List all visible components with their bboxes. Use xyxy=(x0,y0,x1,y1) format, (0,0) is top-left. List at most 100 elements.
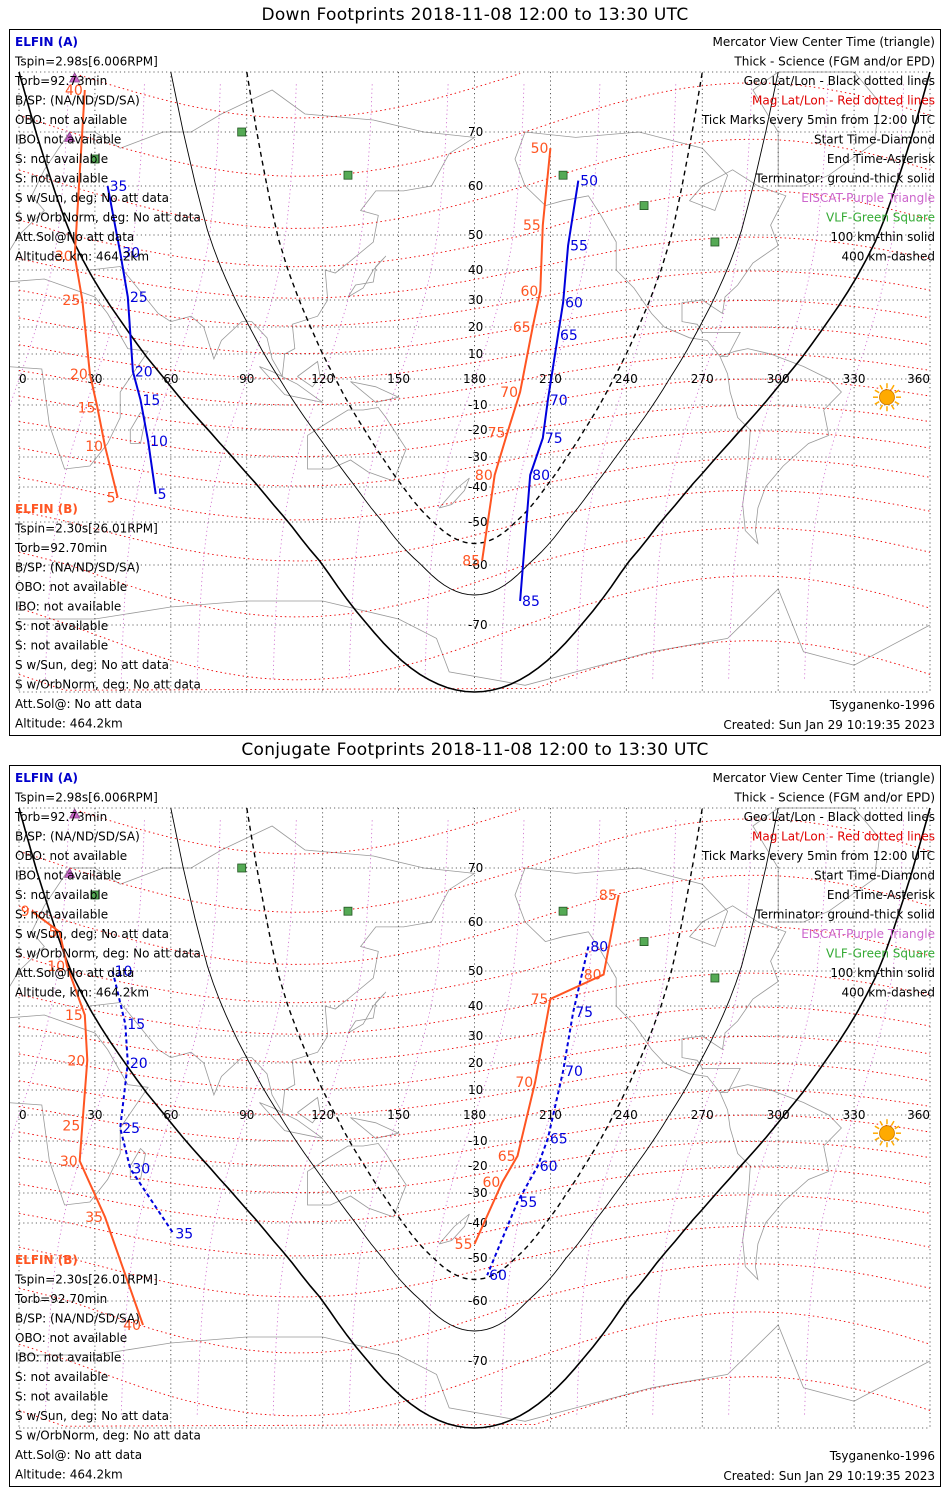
coastline xyxy=(347,255,387,298)
elfin-b-info-line: S w/OrbNorm, deg: No att data xyxy=(15,1429,201,1443)
conjugate-footprints-map[interactable]: 0 30 60 90 120 150 180 210 240 270 300 330 360 70 60 50… xyxy=(9,765,941,1487)
lat-tick-label: 20 xyxy=(468,320,483,334)
conjugate-footprints-title: Conjugate Footprints 2018-11-08 12:00 to… xyxy=(241,740,709,760)
created-timestamp: Created: Sun Jan 29 10:19:35 2023 xyxy=(723,1469,935,1483)
elfin-b-time-label: 40 xyxy=(65,83,83,99)
elfin-b-track xyxy=(473,894,620,1245)
legend-entry: Tick Marks every 5min from 12:00 UTC xyxy=(701,849,935,863)
terminator-400km xyxy=(246,807,703,1281)
elfin-a-time-label: 5 xyxy=(158,487,167,503)
sun-ray xyxy=(874,401,880,405)
eiscat-station-marker xyxy=(63,131,76,142)
elfin-b-time-label: 75 xyxy=(488,426,506,442)
mag-latitude xyxy=(18,1166,931,1223)
elfin-b-time-label: 55 xyxy=(523,218,541,234)
legend-entry: 100 km-thin solid xyxy=(830,230,935,244)
sun-icon xyxy=(872,383,901,412)
elfin-a-info-line: Att.Sol@No att data xyxy=(15,230,134,244)
legend-entry: EISCAT-Purple Triangle xyxy=(801,191,935,205)
legend-entry: Terminator: ground-thick solid xyxy=(754,172,935,186)
terminator-ground xyxy=(18,807,931,1429)
elfin-a-info-line: S: not available xyxy=(15,172,108,186)
coastline xyxy=(19,588,931,686)
elfin-a-track xyxy=(486,946,590,1276)
elfin-b-header: ELFIN (B) xyxy=(15,1253,78,1267)
elfin-a-time-label: 65 xyxy=(560,328,578,344)
elfin-a-header: ELFIN (A) xyxy=(15,771,78,785)
lon-tick-label: 180 xyxy=(463,1108,486,1122)
elfin-a-time-label: 15 xyxy=(127,1017,145,1033)
coastline xyxy=(719,348,842,545)
elfin-b-info-line: Att.Sol@: No att data xyxy=(15,1448,142,1462)
mag-latitude xyxy=(18,1089,931,1142)
coastline-layer xyxy=(10,807,931,1422)
coastline xyxy=(307,407,407,482)
elfin-b-time-label: 20 xyxy=(67,1053,85,1069)
mag-latitude xyxy=(18,236,931,299)
elfin-b-time-label: 70 xyxy=(500,385,518,401)
vlf-station-marker xyxy=(710,973,720,983)
elfin-a-time-label: 10 xyxy=(150,434,168,450)
elfin-b-time-label: 75 xyxy=(531,992,549,1008)
lon-tick-label: 60 xyxy=(163,372,178,386)
elfin-b-time-label: 80 xyxy=(584,968,602,984)
mag-latitude xyxy=(18,1140,931,1194)
mag-latitude xyxy=(18,138,931,229)
lon-tick-label: 270 xyxy=(691,372,714,386)
lat-tick-label: -70 xyxy=(468,1354,488,1368)
mag-latitude xyxy=(18,527,931,618)
elfin-a-info-line: S: not available xyxy=(15,888,108,902)
sun-ray xyxy=(894,389,900,394)
legend-entry: Terminator: ground-thick solid xyxy=(754,908,935,922)
elfin-b-time-label: 15 xyxy=(65,1008,83,1024)
elfin-a-info-line: OBO: not available xyxy=(15,849,127,863)
down-footprints-map[interactable]: 0 30 60 90 120 150 180 210 240 270 300 330 360706050… xyxy=(9,29,941,736)
elfin-b-info-line: S w/Sun, deg: No att data xyxy=(15,658,169,672)
model-label: Tsyganenko-1996 xyxy=(829,1449,935,1463)
elfin-a-info-line: Torb=92.73min xyxy=(14,810,107,824)
elfin-b-info-line: S: not available xyxy=(15,619,108,633)
vlf-station-marker xyxy=(343,906,353,916)
coastline xyxy=(514,131,787,357)
coastline xyxy=(347,991,387,1034)
elfin-b-time-label: 85 xyxy=(462,554,480,570)
elfin-a-info-line: Att.Sol@No att data xyxy=(15,966,134,980)
elfin-a-time-label: 30 xyxy=(132,1162,150,1178)
elfin-b-time-label: 30 xyxy=(55,249,73,265)
lon-tick-label: 90 xyxy=(239,372,254,386)
elfin-a-header: ELFIN (A) xyxy=(15,35,78,49)
mag-latitude xyxy=(18,575,931,681)
legend-entry: EISCAT-Purple Triangle xyxy=(801,927,935,941)
sun-ray xyxy=(879,1140,884,1146)
elfin-b-time-label: 65 xyxy=(498,1149,516,1165)
eiscat-station-marker xyxy=(68,72,81,83)
mag-latitude xyxy=(18,874,931,965)
mag-latitude xyxy=(18,299,931,355)
lat-tick-label: 40 xyxy=(468,263,483,277)
lat-tick-label: 70 xyxy=(468,861,483,875)
lat-tick-label: 40 xyxy=(468,999,483,1013)
elfin-a-time-label: 75 xyxy=(545,431,563,447)
lon-tick-label: 0 xyxy=(19,372,27,386)
elfin-b-time-label: 10 xyxy=(47,959,65,975)
legend-entry: Thick - Science (FGM and/or EPD) xyxy=(733,791,935,805)
lon-tick-label: 330 xyxy=(843,372,866,386)
elfin-b-info-line: OBO: not available xyxy=(15,580,127,594)
sun-ray xyxy=(894,401,900,405)
legend-entry: Geo Lat/Lon - Black dotted lines xyxy=(744,810,935,824)
elfin-a-info-line: IBO: not available xyxy=(15,133,121,147)
elfin-a-info-line: S w/OrbNorm, deg: No att data xyxy=(15,211,201,225)
lat-tick-label: 50 xyxy=(468,228,483,242)
mag-grid xyxy=(18,73,931,691)
sun-disc xyxy=(879,389,895,406)
elfin-a-time-label: 55 xyxy=(570,239,588,255)
lat-tick-label: 70 xyxy=(468,125,483,139)
sun-ray xyxy=(894,1125,900,1130)
coastline xyxy=(719,1084,842,1281)
sun-ray xyxy=(879,1120,884,1126)
coastline xyxy=(350,381,400,403)
lon-tick-label: 30 xyxy=(87,1108,102,1122)
coastline xyxy=(307,1143,407,1218)
sun-ray xyxy=(879,384,884,390)
lat-tick-label: -20 xyxy=(468,1159,488,1173)
